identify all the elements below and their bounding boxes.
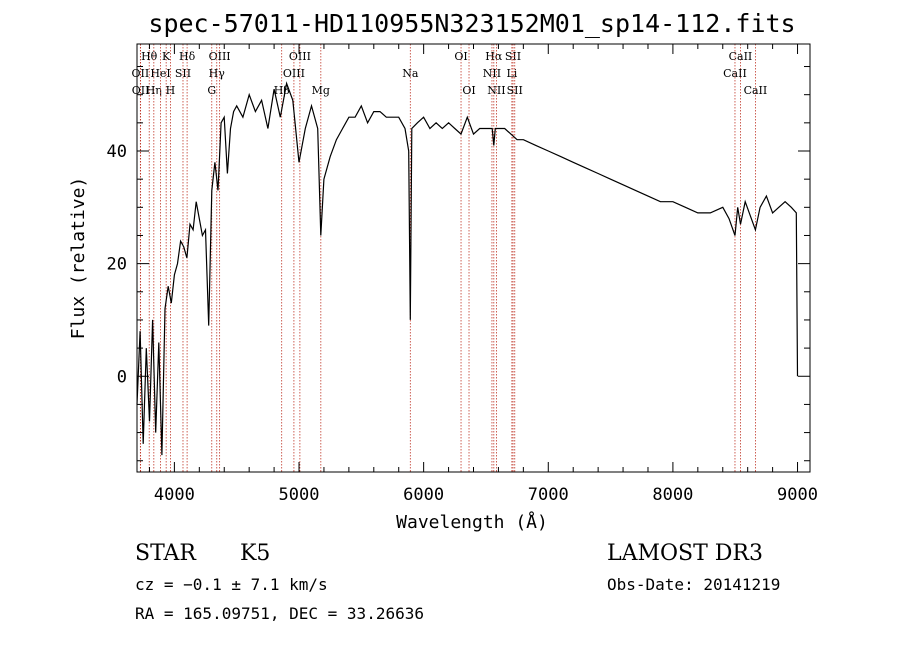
line-label-11: Hγ: [209, 67, 226, 80]
line-label-24: SII: [507, 84, 523, 97]
line-label-16: Na: [402, 67, 419, 80]
object-subclass: K5: [240, 541, 270, 566]
x-tick-label-2: 6000: [403, 485, 444, 505]
line-label-21: NII: [487, 84, 505, 97]
line-label-26: CaII: [723, 67, 747, 80]
x-tick-label-3: 7000: [528, 485, 569, 505]
line-label-19: Hα: [485, 50, 503, 63]
x-tick-label-4: 8000: [652, 485, 693, 505]
line-label-7: SII: [175, 67, 191, 80]
obs-date: Obs-Date: 20141219: [607, 575, 780, 594]
line-label-9: G: [207, 84, 216, 97]
redshift-cz: cz = −0.1 ± 7.1 km/s: [135, 575, 328, 594]
line-label-17: OI: [454, 50, 467, 63]
line-label-22: SII: [505, 50, 521, 63]
line-label-27: CaII: [744, 84, 768, 97]
line-label-10: OIII: [209, 50, 231, 63]
x-tick-label-0: 4000: [154, 485, 195, 505]
line-label-18: OI: [462, 84, 475, 97]
line-label-2: OII: [132, 84, 150, 97]
coordinates: RA = 165.09751, DEC = 33.26636: [135, 604, 424, 623]
line-label-20: NII: [483, 67, 501, 80]
line-label-25: CaII: [729, 50, 753, 63]
axis-ticks: 4000 5000 6000 7000 8000 9000 0 20 40: [107, 44, 818, 505]
line-label-13: OIII: [283, 67, 305, 80]
y-axis-label: Flux (relative): [68, 177, 89, 340]
spectrum-line: [136, 81, 799, 456]
y-tick-label-1: 20: [107, 255, 127, 275]
x-axis-label: Wavelength (Å): [396, 511, 548, 533]
line-label-8: Hδ: [179, 50, 196, 63]
line-label-5: HeI: [150, 67, 170, 80]
line-label-3: Hη: [146, 84, 162, 97]
x-tick-label-5: 9000: [777, 485, 818, 505]
line-label-1: OII: [132, 67, 150, 80]
line-label-12: OIII: [289, 50, 311, 63]
y-tick-label-0: 0: [117, 367, 127, 387]
line-label-15: Mg: [312, 84, 330, 97]
line-label-4: K: [162, 50, 171, 63]
line-label-23: Li: [506, 67, 517, 80]
line-label-0: Hθ: [141, 50, 158, 63]
object-class: STAR: [135, 541, 197, 566]
chart-title: spec-57011-HD110955N323152M01_sp14-112.f…: [148, 9, 795, 38]
survey-name: LAMOST DR3: [607, 541, 763, 566]
y-tick-label-2: 40: [107, 142, 127, 162]
x-tick-label-1: 5000: [279, 485, 320, 505]
line-label-6: H: [166, 84, 176, 97]
